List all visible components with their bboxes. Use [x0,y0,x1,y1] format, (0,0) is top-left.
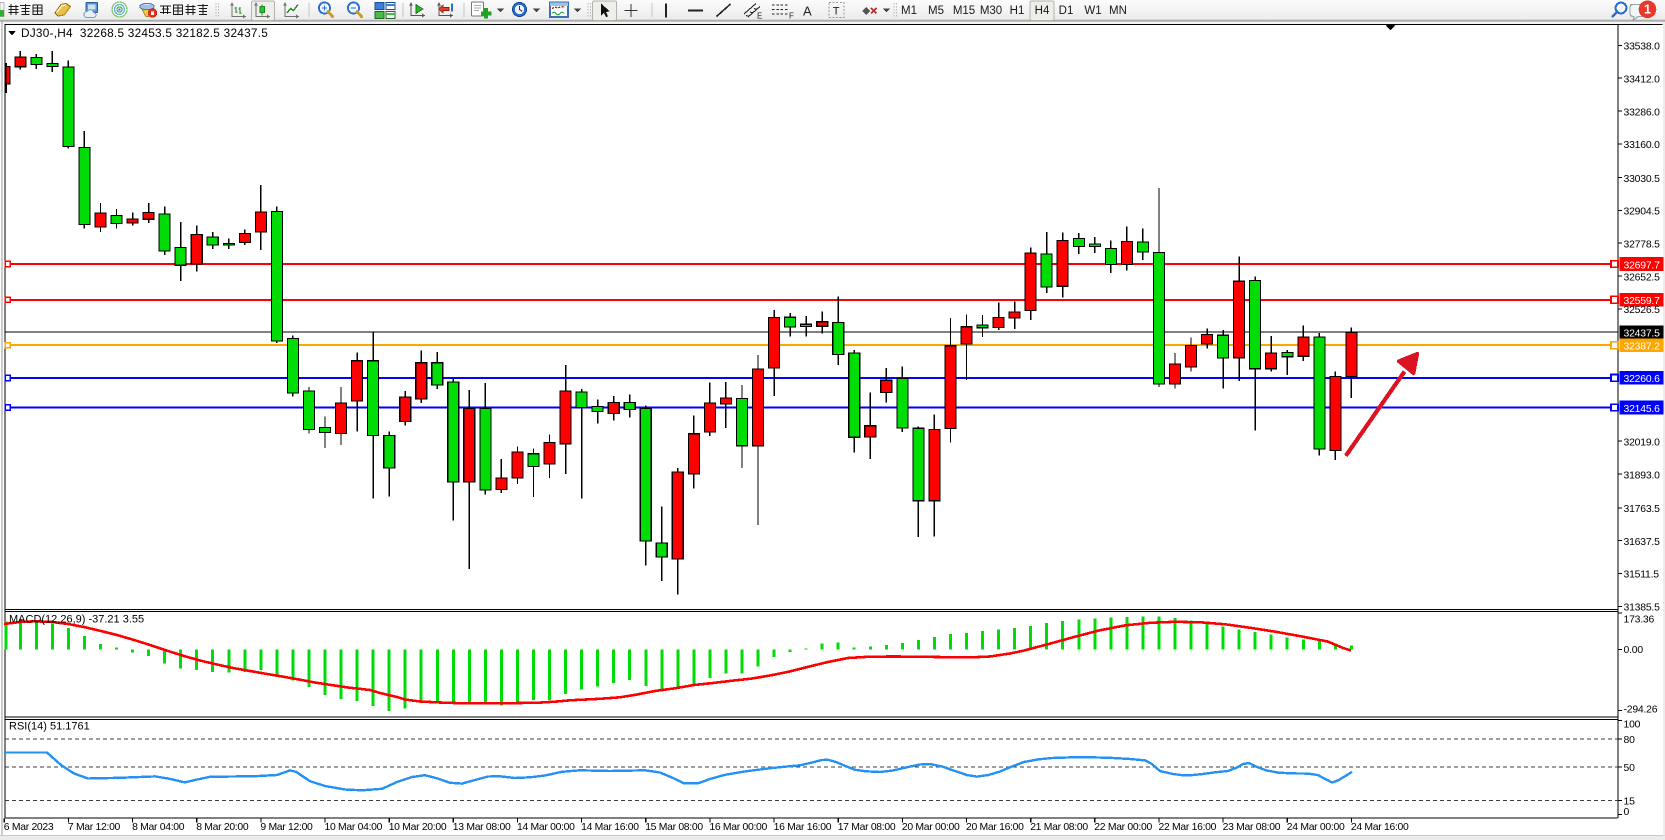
svg-text:33412.0: 33412.0 [1624,75,1661,86]
svg-text:15: 15 [1624,797,1636,808]
svg-text:173.36: 173.36 [1624,614,1655,625]
svg-text:1: 1 [1644,3,1651,17]
svg-text:H1: H1 [1010,5,1025,17]
svg-text:0: 0 [1624,807,1630,818]
svg-text:22 Mar 16:00: 22 Mar 16:00 [1159,822,1217,833]
svg-text:20 Mar 16:00: 20 Mar 16:00 [966,822,1024,833]
svg-text:31385.5: 31385.5 [1624,603,1661,614]
svg-text:23 Mar 08:00: 23 Mar 08:00 [1223,822,1281,833]
svg-text:33030.5: 33030.5 [1624,174,1661,185]
svg-text:W1: W1 [1084,5,1101,17]
svg-text:22 Mar 00:00: 22 Mar 00:00 [1094,822,1152,833]
svg-text:31637.5: 31637.5 [1624,537,1661,548]
svg-text:24 Mar 00:00: 24 Mar 00:00 [1287,822,1345,833]
svg-text:6 Mar 2023: 6 Mar 2023 [4,822,54,833]
svg-text:10 Mar 20:00: 10 Mar 20:00 [389,822,447,833]
svg-text:RSI(14) 51.1761: RSI(14) 51.1761 [9,721,90,733]
svg-text:16 Mar 16:00: 16 Mar 16:00 [774,822,832,833]
svg-text:MACD(12,26,9) -37.21 3.55: MACD(12,26,9) -37.21 3.55 [9,614,144,626]
svg-text:32559.7: 32559.7 [1624,296,1661,307]
svg-text:7 Mar 12:00: 7 Mar 12:00 [68,822,121,833]
svg-text:H4: H4 [1035,5,1050,17]
svg-text:M15: M15 [953,5,975,17]
svg-text:15 Mar 08:00: 15 Mar 08:00 [645,822,703,833]
svg-text:E: E [757,12,762,21]
svg-text:31893.0: 31893.0 [1624,470,1661,481]
svg-text:32437.5: 32437.5 [1624,329,1661,340]
svg-text:8 Mar 20:00: 8 Mar 20:00 [196,822,249,833]
svg-text:33286.0: 33286.0 [1624,107,1661,118]
svg-text:13 Mar 08:00: 13 Mar 08:00 [453,822,511,833]
svg-text:D1: D1 [1059,5,1074,17]
svg-text:32904.5: 32904.5 [1624,207,1661,218]
svg-text:8 Mar 04:00: 8 Mar 04:00 [132,822,185,833]
svg-text:M30: M30 [980,5,1002,17]
svg-text:31763.5: 31763.5 [1624,504,1661,515]
svg-text:MN: MN [1109,5,1127,17]
svg-text:24 Mar 16:00: 24 Mar 16:00 [1351,822,1409,833]
svg-text:0.00: 0.00 [1624,645,1644,656]
svg-text:32260.6: 32260.6 [1624,374,1661,385]
svg-text:DJ30-,H4 32268.5 32453.5 3218: DJ30-,H4 32268.5 32453.5 32182.5 32437.5 [21,26,268,40]
svg-text:T: T [833,6,840,18]
svg-text:32387.2: 32387.2 [1624,342,1661,353]
svg-text:20 Mar 00:00: 20 Mar 00:00 [902,822,960,833]
svg-text:50: 50 [1624,763,1636,774]
svg-text:32778.5: 32778.5 [1624,240,1661,251]
svg-text:-294.26: -294.26 [1624,704,1658,715]
svg-text:32526.5: 32526.5 [1624,305,1661,316]
svg-text:F: F [789,12,794,21]
svg-text:9 Mar 12:00: 9 Mar 12:00 [260,822,313,833]
svg-text:16 Mar 00:00: 16 Mar 00:00 [709,822,767,833]
svg-text:10 Mar 04:00: 10 Mar 04:00 [325,822,383,833]
svg-text:M5: M5 [928,5,944,17]
svg-text:A: A [803,4,812,19]
svg-text:80: 80 [1624,735,1636,746]
svg-text:M1: M1 [901,5,917,17]
svg-text:14 Mar 00:00: 14 Mar 00:00 [517,822,575,833]
svg-text:31511.5: 31511.5 [1624,570,1660,581]
svg-text:32019.0: 32019.0 [1624,438,1661,449]
svg-text:32697.7: 32697.7 [1624,260,1661,271]
svg-text:14 Mar 16:00: 14 Mar 16:00 [581,822,639,833]
svg-text:32652.5: 32652.5 [1624,272,1661,283]
svg-text:100: 100 [1624,720,1641,731]
svg-text:32145.6: 32145.6 [1624,404,1661,415]
svg-text:17 Mar 08:00: 17 Mar 08:00 [838,822,896,833]
svg-text:21 Mar 08:00: 21 Mar 08:00 [1030,822,1088,833]
svg-text:33538.0: 33538.0 [1624,42,1661,53]
svg-text:33160.0: 33160.0 [1624,140,1661,151]
